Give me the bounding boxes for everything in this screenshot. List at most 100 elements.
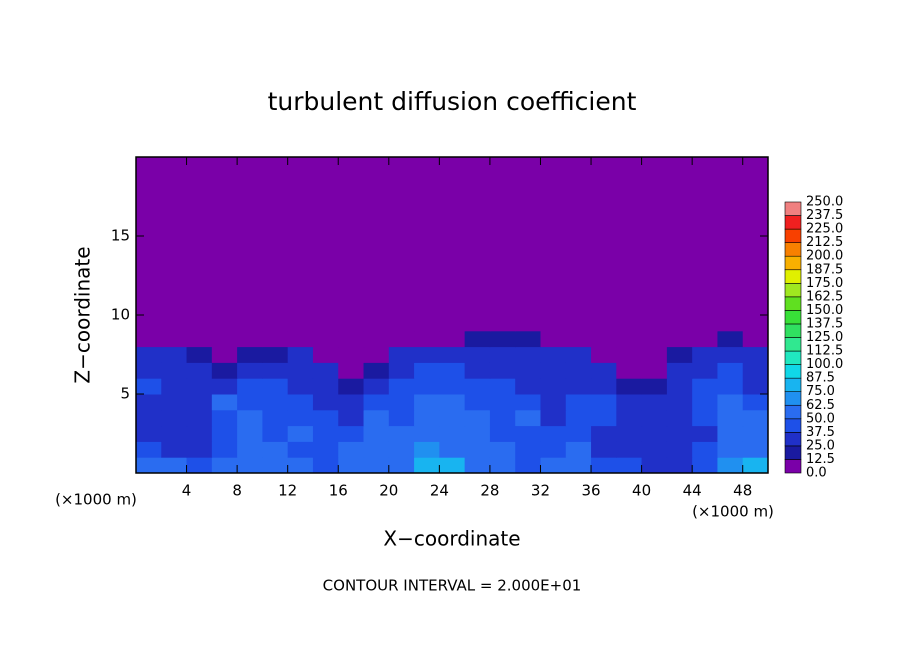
contour-cell	[338, 425, 365, 442]
contour-cell	[237, 409, 263, 427]
contour-cell	[464, 157, 491, 332]
contour-cell	[186, 362, 213, 379]
colorbar-swatch	[784, 282, 802, 298]
contour-cell	[186, 157, 213, 332]
contour-cell	[641, 425, 668, 442]
contour-cell	[161, 362, 188, 379]
contour-cell	[136, 441, 162, 458]
contour-cell	[641, 457, 668, 474]
x-tick-label: 12	[278, 482, 297, 500]
contour-cell	[262, 425, 289, 442]
x-tick-label: 28	[480, 482, 499, 500]
contour-cell	[692, 441, 718, 458]
contour-cell	[161, 330, 188, 348]
contour-cell	[363, 362, 390, 379]
colorbar-label: 187.5	[806, 262, 843, 277]
contour-cell	[489, 346, 516, 363]
contour-cell	[211, 409, 238, 427]
contour-cell	[262, 441, 289, 458]
colorbar-label: 237.5	[806, 208, 843, 223]
contour-cell	[641, 346, 668, 363]
contour-cell	[515, 346, 541, 363]
contour-cell	[237, 346, 263, 363]
contour-cell	[211, 157, 238, 332]
contour-cell	[515, 409, 541, 427]
contour-cell	[616, 441, 643, 458]
contour-cell	[136, 457, 162, 474]
colorbar-label: 62.5	[806, 398, 835, 413]
y-tick-label: 10	[111, 306, 130, 324]
contour-cell	[666, 330, 693, 348]
colorbar-swatch	[784, 445, 802, 460]
contour-cell	[742, 441, 769, 458]
y-tick-label: 5	[120, 385, 130, 403]
contour-cell	[464, 362, 491, 379]
contour-cell	[211, 457, 238, 474]
contour-cell	[616, 330, 643, 348]
contour-cell	[262, 378, 289, 395]
contour-cell	[439, 378, 466, 395]
contour-cell	[515, 330, 541, 348]
contour-cell	[161, 157, 188, 332]
contour-cell	[414, 346, 440, 363]
contour-cell	[717, 409, 744, 427]
contour-cell	[262, 362, 289, 379]
x-tick-label: 24	[430, 482, 449, 500]
contour-cell	[136, 330, 162, 348]
contour-cell	[540, 441, 567, 458]
colorbar-swatch	[784, 432, 802, 447]
contour-cell	[312, 425, 339, 442]
contour-cell	[287, 330, 314, 348]
contour-cell	[565, 409, 592, 427]
colorbar-label: 250.0	[806, 195, 843, 210]
x-tick-label: 36	[581, 482, 600, 500]
contour-cell	[186, 441, 213, 458]
contour-cell	[211, 441, 238, 458]
contour-cell	[287, 457, 314, 474]
contour-cell	[565, 425, 592, 442]
contour-cell	[515, 394, 541, 411]
contour-cell	[338, 330, 365, 348]
contour-cell	[312, 394, 339, 411]
contour-cell	[692, 425, 718, 442]
contour-cell	[161, 394, 188, 411]
contour-cell	[540, 425, 567, 442]
contour-cell	[161, 409, 188, 427]
contour-cell	[464, 330, 491, 348]
contour-cell	[515, 425, 541, 442]
contour-cell	[540, 157, 567, 332]
contour-cell	[692, 346, 718, 363]
contour-cell	[464, 425, 491, 442]
contour-cell	[489, 457, 516, 474]
contour-cell	[717, 330, 744, 348]
contour-cell	[742, 457, 769, 474]
contour-cell	[211, 394, 238, 411]
contour-cell	[692, 457, 718, 474]
contour-cell	[742, 425, 769, 442]
colorbar-label: 75.0	[806, 384, 835, 399]
contour-cell	[515, 362, 541, 379]
contour-cell	[489, 330, 516, 348]
contour-cell	[742, 362, 769, 379]
contour-cell	[591, 378, 617, 395]
plot-area	[136, 157, 769, 474]
contour-cell	[591, 362, 617, 379]
contour-cell	[338, 362, 365, 379]
colorbar-label: 100.0	[806, 357, 843, 372]
contour-cell	[692, 362, 718, 379]
colorbar-swatch	[784, 201, 802, 216]
contour-cell	[565, 457, 592, 474]
x-tick-label: 48	[733, 482, 752, 500]
contour-cell	[641, 441, 668, 458]
colorbar-swatch	[784, 228, 802, 243]
contour-cell	[692, 157, 718, 332]
contour-cell	[388, 157, 415, 332]
contour-cell	[414, 441, 440, 458]
colorbar-label: 25.0	[806, 438, 835, 453]
contour-cell	[717, 457, 744, 474]
contour-cell	[641, 157, 668, 332]
contour-cell	[616, 378, 643, 395]
contour-cell	[717, 346, 744, 363]
contour-cell	[591, 157, 617, 332]
